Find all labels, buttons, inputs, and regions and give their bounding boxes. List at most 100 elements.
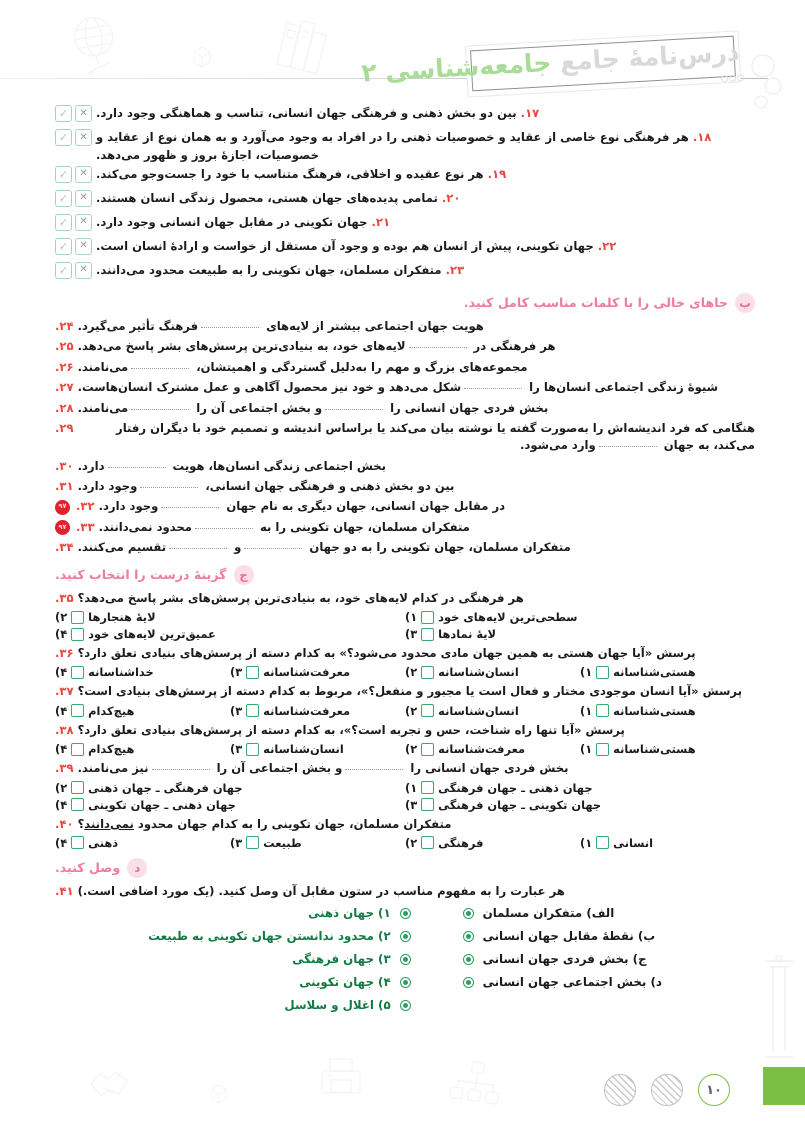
option-item[interactable]: ۴) ذهنی bbox=[55, 836, 230, 850]
option-checkbox[interactable] bbox=[246, 742, 260, 756]
matching-left-item[interactable]: ج) بخش فردی جهان انسانی bbox=[462, 952, 647, 966]
answer-blank[interactable] bbox=[194, 519, 253, 529]
option-item[interactable]: ۳) معرفت‌شناسانه bbox=[230, 665, 405, 679]
option-item[interactable]: ۲) انسان‌شناسانه bbox=[405, 704, 580, 718]
true-checkbox[interactable] bbox=[55, 129, 72, 146]
false-checkbox[interactable] bbox=[75, 261, 92, 279]
false-checkbox[interactable] bbox=[75, 237, 92, 255]
option-checkbox[interactable] bbox=[71, 627, 85, 641]
matching-right-item[interactable]: ۵) اغلال و سلاسل bbox=[284, 998, 411, 1012]
statement-text: وجود دارد. bbox=[77, 479, 138, 494]
option-item[interactable]: ۳) معرفت‌شناسانه bbox=[230, 704, 405, 718]
false-checkbox[interactable] bbox=[75, 189, 92, 207]
matching-connector-dot[interactable] bbox=[462, 953, 474, 965]
option-checkbox[interactable] bbox=[71, 798, 85, 812]
option-item[interactable]: ۴) جهان ذهنی ـ جهان تکوینی bbox=[55, 798, 405, 812]
option-checkbox[interactable] bbox=[246, 665, 260, 679]
option-item[interactable]: ۱) هستی‌شناسانه bbox=[580, 704, 755, 718]
true-checkbox[interactable] bbox=[55, 105, 72, 122]
option-checkbox[interactable] bbox=[596, 836, 610, 850]
option-item[interactable]: ۳) طبیعت bbox=[230, 836, 405, 850]
fill-blank-text: هویت جهان اجتماعی بیشتر از لایه‌های فرهن… bbox=[78, 318, 484, 335]
option-checkbox[interactable] bbox=[71, 836, 85, 850]
false-checkbox[interactable] bbox=[75, 105, 92, 122]
option-item[interactable]: ۲) معرفت‌شناسانه bbox=[405, 742, 580, 756]
option-item[interactable]: ۳) انسان‌شناسانه bbox=[230, 742, 405, 756]
option-checkbox[interactable] bbox=[421, 836, 435, 850]
matching-right-item[interactable]: ۳) جهان فرهنگی bbox=[292, 952, 411, 966]
option-item[interactable]: ۱) هستی‌شناسانه bbox=[580, 665, 755, 679]
matching-connector-dot[interactable] bbox=[399, 953, 411, 965]
answer-blank[interactable] bbox=[201, 318, 260, 328]
matching-left-item[interactable]: الف) متفکران مسلمان bbox=[462, 906, 614, 920]
option-checkbox[interactable] bbox=[246, 836, 260, 850]
matching-left-item[interactable]: ب) نقطۀ مقابل جهان انسانی bbox=[462, 929, 655, 943]
option-checkbox[interactable] bbox=[246, 704, 260, 718]
option-item[interactable]: ۱) سطحی‌ترین لایه‌های خود bbox=[405, 610, 755, 624]
answer-blank[interactable] bbox=[107, 458, 166, 468]
answer-blank[interactable] bbox=[131, 400, 190, 410]
option-item[interactable]: ۱) جهان ذهنی ـ جهان فرهنگی bbox=[405, 781, 755, 795]
answer-blank[interactable] bbox=[464, 379, 523, 390]
matching-connector-dot[interactable] bbox=[462, 907, 474, 919]
matching-left-item[interactable]: د) بخش اجتماعی جهان انسانی bbox=[462, 975, 662, 989]
matching-right-item[interactable]: ۱) جهان ذهنی bbox=[308, 906, 411, 920]
option-item[interactable]: ۲) جهان فرهنگی ـ جهان ذهنی bbox=[55, 781, 405, 795]
true-checkbox[interactable] bbox=[55, 213, 72, 231]
option-checkbox[interactable] bbox=[71, 781, 85, 795]
option-item[interactable]: ۳) لایۀ نمادها bbox=[405, 627, 755, 641]
answer-blank[interactable] bbox=[140, 478, 199, 489]
answer-blank[interactable] bbox=[325, 400, 384, 410]
answer-blank[interactable] bbox=[598, 437, 657, 448]
true-checkbox[interactable] bbox=[55, 261, 72, 279]
option-item[interactable]: ۲) انسان‌شناسانه bbox=[405, 665, 580, 679]
option-checkbox[interactable] bbox=[421, 742, 435, 756]
option-item[interactable]: ۴) هیچ‌کدام bbox=[55, 742, 230, 756]
answer-blank[interactable] bbox=[131, 359, 190, 369]
option-checkbox[interactable] bbox=[421, 781, 435, 795]
option-checkbox[interactable] bbox=[596, 742, 610, 756]
answer-blank[interactable] bbox=[244, 539, 303, 550]
option-number: ۴) bbox=[55, 665, 68, 680]
false-checkbox[interactable] bbox=[75, 213, 92, 231]
matching-connector-dot[interactable] bbox=[399, 907, 411, 919]
false-checkbox[interactable] bbox=[75, 129, 92, 146]
answer-blank[interactable] bbox=[408, 338, 467, 349]
option-checkbox[interactable] bbox=[421, 704, 435, 718]
option-checkbox[interactable] bbox=[421, 798, 435, 812]
matching-connector-dot[interactable] bbox=[399, 999, 411, 1011]
matching-connector-dot[interactable] bbox=[462, 976, 474, 988]
option-checkbox[interactable] bbox=[71, 610, 85, 624]
option-checkbox[interactable] bbox=[71, 742, 85, 756]
option-checkbox[interactable] bbox=[71, 704, 85, 718]
question-number: ۴۰. bbox=[55, 816, 74, 831]
option-checkbox[interactable] bbox=[596, 704, 610, 718]
option-checkbox[interactable] bbox=[421, 627, 435, 641]
matching-right-item[interactable]: ۴) جهان تکوینی bbox=[299, 975, 411, 989]
option-item[interactable]: ۴) هیچ‌کدام bbox=[55, 704, 230, 718]
option-item[interactable]: ۳) جهان تکوینی ـ جهان فرهنگی bbox=[405, 798, 755, 812]
option-item[interactable]: ۱) هستی‌شناسانه bbox=[580, 742, 755, 756]
matching-connector-dot[interactable] bbox=[399, 930, 411, 942]
option-item[interactable]: ۴) عمیق‌ترین لایه‌های خود bbox=[55, 627, 405, 641]
option-item[interactable]: ۲) فرهنگی bbox=[405, 836, 580, 850]
false-checkbox[interactable] bbox=[75, 165, 92, 183]
option-checkbox[interactable] bbox=[421, 665, 435, 679]
option-item[interactable]: ۴) خداشناسانه bbox=[55, 665, 230, 679]
true-checkbox[interactable] bbox=[55, 189, 72, 207]
true-checkbox[interactable] bbox=[55, 237, 72, 255]
worksheet-body: ۱۷. بین دو بخش ذهنی و فرهنگی جهان انسانی… bbox=[55, 105, 755, 1012]
matching-connector-dot[interactable] bbox=[462, 930, 474, 942]
option-checkbox[interactable] bbox=[421, 610, 435, 624]
option-checkbox[interactable] bbox=[71, 665, 85, 679]
option-item[interactable]: ۲) لایۀ هنجارها bbox=[55, 610, 405, 624]
answer-blank[interactable] bbox=[169, 539, 228, 550]
matching-right-item[interactable]: ۲) محدود ندانستن جهان تکوینی به طبیعت bbox=[148, 929, 411, 943]
option-item[interactable]: ۱) انسانی bbox=[580, 836, 755, 850]
matching-connector-dot[interactable] bbox=[399, 976, 411, 988]
answer-blank[interactable] bbox=[151, 760, 210, 771]
true-checkbox[interactable] bbox=[55, 165, 72, 183]
answer-blank[interactable] bbox=[161, 498, 220, 509]
option-checkbox[interactable] bbox=[596, 665, 610, 679]
answer-blank[interactable] bbox=[345, 760, 404, 771]
